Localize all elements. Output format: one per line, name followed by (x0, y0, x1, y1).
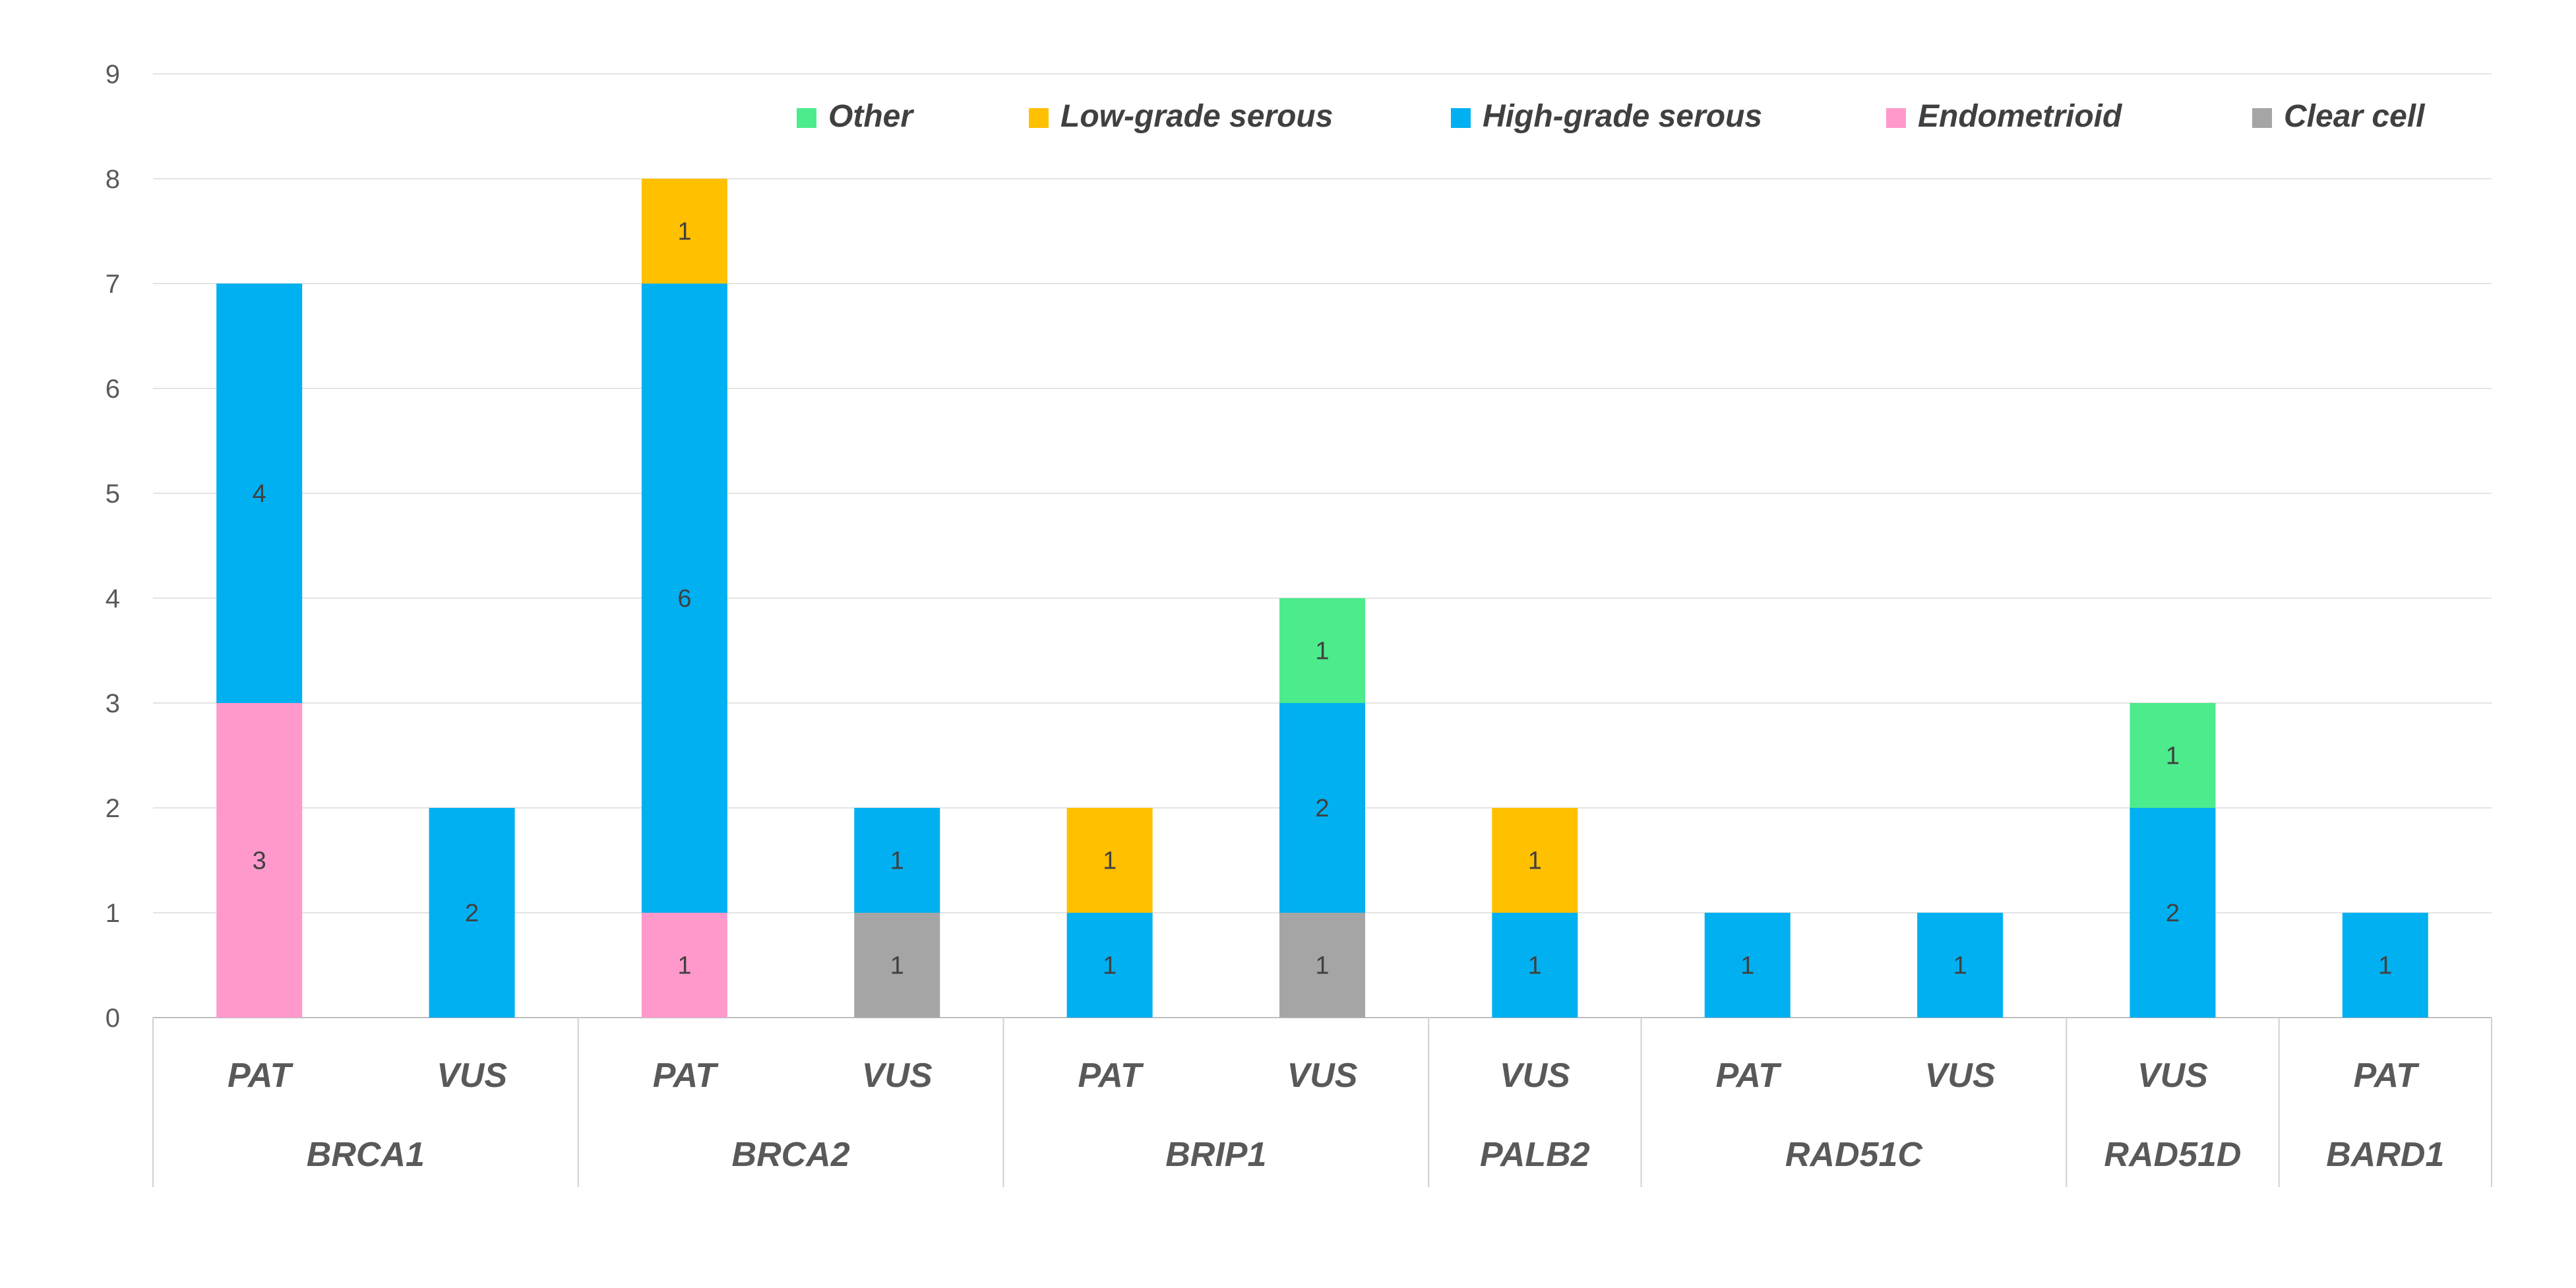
data-label: 1 (677, 218, 691, 246)
y-tick-label: 1 (106, 899, 120, 928)
category-label: VUS (862, 1057, 933, 1095)
bar-segment (641, 913, 727, 1018)
category-label: PAT (2354, 1057, 2420, 1095)
legend-label: Clear cell (2284, 99, 2426, 134)
bar-segment (1492, 913, 1578, 1018)
bar-segment (2130, 703, 2216, 808)
legend-swatch (1029, 108, 1049, 128)
data-label: 2 (1315, 795, 1329, 822)
bar-segment (641, 284, 727, 913)
category-label: PAT (1078, 1057, 1144, 1095)
category-label: PAT (1716, 1057, 1783, 1095)
legend-swatch (797, 108, 816, 128)
legend-swatch (2252, 108, 2272, 128)
data-label: 1 (1315, 952, 1329, 980)
legend-swatch (1886, 108, 1906, 128)
gene-label: BRIP1 (1165, 1136, 1266, 1174)
bar-segment (2342, 913, 2428, 1018)
category-label: VUS (437, 1057, 507, 1095)
bar-segment (1279, 598, 1365, 703)
bar-segment (1279, 913, 1365, 1018)
legend-label: Endometrioid (1918, 99, 2123, 134)
bar-segment (1066, 808, 1153, 913)
bar-segment (1279, 703, 1365, 913)
data-label: 4 (253, 480, 266, 508)
legend-swatch (1451, 108, 1471, 128)
category-label: VUS (1500, 1057, 1570, 1095)
data-label: 1 (1953, 952, 1967, 980)
gene-label: BRCA1 (307, 1136, 425, 1174)
data-label: 2 (465, 900, 479, 927)
gene-label: RAD51D (2104, 1136, 2241, 1174)
bar-segment (1066, 913, 1153, 1018)
y-tick-label: 0 (106, 1004, 120, 1033)
data-label: 1 (2166, 743, 2180, 770)
bar-segment (854, 913, 940, 1018)
data-label: 1 (1315, 638, 1329, 665)
bar-segment (1704, 913, 1791, 1018)
data-label: 1 (1528, 847, 1542, 875)
category-label: PAT (653, 1057, 720, 1095)
y-tick-label: 3 (106, 689, 120, 718)
y-tick-label: 6 (106, 375, 120, 404)
data-label: 1 (1103, 952, 1117, 980)
gene-label: BRCA2 (732, 1136, 850, 1174)
gene-label: BARD1 (2326, 1136, 2444, 1174)
gene-label: PALB2 (1480, 1136, 1590, 1174)
data-label: 1 (1740, 952, 1754, 980)
y-axis: 0 1 2 3 4 5 6 7 8 9 (106, 60, 120, 1033)
bar-segment (429, 808, 515, 1018)
category-label: VUS (1925, 1057, 1996, 1095)
legend-label: Other (828, 99, 914, 134)
data-label: 1 (2378, 952, 2392, 980)
y-tick-label: 7 (106, 270, 120, 299)
bar-segment (641, 179, 727, 284)
bar-segment (216, 284, 303, 703)
gene-label: RAD51C (1785, 1136, 1923, 1174)
bar-segment (216, 703, 303, 1018)
y-tick-label: 8 (106, 165, 120, 194)
bar-segment (1492, 808, 1578, 913)
data-label: 1 (1528, 952, 1542, 980)
data-label: 3 (253, 847, 266, 875)
category-label: VUS (1287, 1057, 1358, 1095)
bar-segment (854, 808, 940, 913)
bar-segment (1917, 913, 2004, 1018)
x-axis: PAT VUS BRCA1 PAT VUS BRCA2 PAT VUS BRIP1 VUS PALB… (152, 1018, 2492, 1187)
legend-label: Low-grade serous (1060, 99, 1333, 134)
y-tick-label: 2 (106, 794, 120, 823)
data-label: 1 (1103, 847, 1117, 875)
data-label: 1 (890, 952, 904, 980)
legend-label: High-grade serous (1483, 99, 1762, 134)
data-label: 1 (890, 847, 904, 875)
category-label: PAT (228, 1057, 294, 1095)
category-label: VUS (2137, 1057, 2208, 1095)
legend: Other Low-grade serous High-grade serous En… (797, 99, 2426, 134)
data-label: 1 (677, 952, 691, 980)
data-label: 2 (2166, 900, 2180, 927)
y-tick-label: 4 (106, 584, 120, 613)
bar-segment (2130, 808, 2216, 1018)
y-tick-label: 5 (106, 479, 120, 508)
data-label: 6 (677, 585, 691, 613)
y-tick-label: 9 (106, 60, 120, 89)
